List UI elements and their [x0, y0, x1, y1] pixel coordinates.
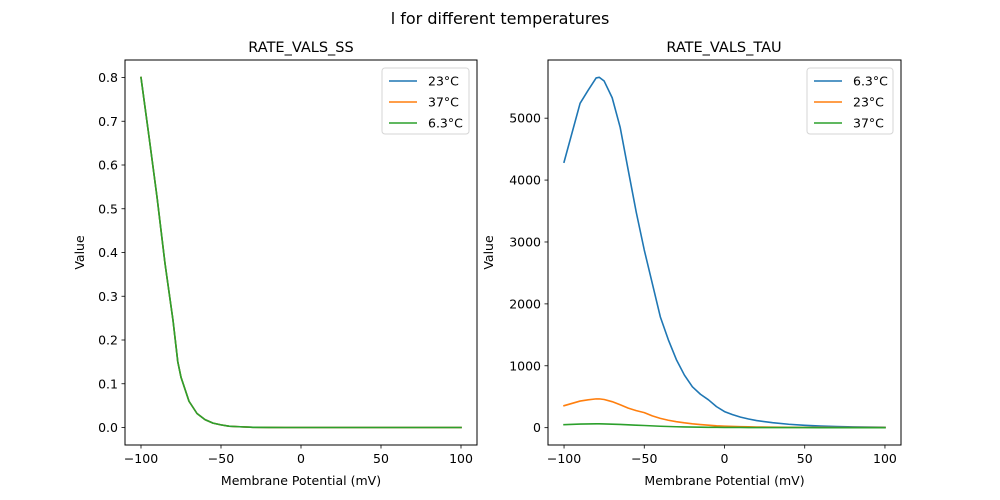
figure-title: l for different temperatures [391, 9, 610, 28]
y-tick-label: 0.7 [98, 114, 118, 129]
legend-item-6-3-c: 6.3°C [389, 116, 463, 131]
y-tick-label: 0 [533, 420, 541, 435]
legend-item-23-c: 23°C [814, 95, 884, 110]
subplot-title: RATE_VALS_SS [248, 40, 353, 56]
y-tick-label: 2000 [509, 296, 541, 311]
legend: 6.3°C 23°C 37°C [806, 67, 894, 135]
y-tick-label: 0.4 [98, 245, 118, 260]
y-tick-label: 5000 [509, 111, 541, 126]
y-axis-label: Value [72, 235, 87, 270]
series-lines [563, 76, 886, 429]
x-tick-label: 100 [873, 451, 897, 466]
legend-label: 6.3°C [428, 116, 463, 131]
y-tick-label: 0.3 [98, 289, 118, 304]
y-axis-label: Value [481, 235, 496, 270]
axis-ticks: −100 −50 0 50 100 0.0 0.1 0.2 0.3 0.4 0.5 0.6 0.7 0.8 [98, 70, 473, 466]
x-axis-label: Membrane Potential (mV) [644, 473, 804, 488]
x-tick-label: −50 [631, 451, 657, 466]
legend-box [806, 67, 894, 135]
x-tick-label: 0 [297, 451, 305, 466]
x-tick-label: 50 [373, 451, 389, 466]
y-tick-label: 3000 [509, 234, 541, 249]
x-tick-label: −50 [208, 451, 234, 466]
y-tick-label: 0.5 [98, 201, 118, 216]
legend-label: 37°C [853, 116, 884, 131]
axes-frame [547, 59, 902, 446]
legend-item-37-c: 37°C [389, 95, 459, 110]
series-line-6-3-c [140, 76, 462, 429]
series-line-37-c [563, 423, 886, 429]
legend-item-23-c: 23°C [389, 74, 459, 89]
legend-item-37-c: 37°C [814, 116, 884, 131]
legend-item-6-3-c: 6.3°C [814, 74, 888, 89]
legend-box [381, 67, 470, 135]
x-tick-label: −100 [547, 451, 581, 466]
y-tick-label: 0.2 [98, 333, 118, 348]
y-tick-label: 4000 [509, 173, 541, 188]
y-tick-label: 0.1 [98, 376, 118, 391]
series-lines [140, 76, 462, 429]
x-tick-label: −100 [124, 451, 158, 466]
y-tick-label: 0.8 [98, 70, 118, 85]
axes-frame [124, 59, 478, 446]
x-tick-label: 100 [449, 451, 473, 466]
y-tick-label: 1000 [509, 358, 541, 373]
subplot-title: RATE_VALS_TAU [666, 40, 781, 56]
legend-label: 6.3°C [853, 74, 888, 89]
subplot-rate-vals-ss: RATE_VALS_SS −100 −50 0 50 100 0.0 0.1 0.2 0.3 0.… [72, 40, 478, 488]
series-line-6-3-c [563, 76, 886, 429]
x-axis-label: Membrane Potential (mV) [221, 473, 381, 488]
legend-label: 23°C [428, 74, 459, 89]
legend-label: 37°C [428, 95, 459, 110]
x-tick-label: 50 [797, 451, 813, 466]
legend: 23°C 37°C 6.3°C [381, 67, 470, 135]
y-tick-label: 0.6 [98, 158, 118, 173]
x-tick-label: 0 [721, 451, 729, 466]
y-tick-label: 0.0 [98, 420, 118, 435]
legend-label: 23°C [853, 95, 884, 110]
subplot-rate-vals-tau: RATE_VALS_TAU −100 −50 0 50 1000100020003000… [481, 40, 902, 488]
